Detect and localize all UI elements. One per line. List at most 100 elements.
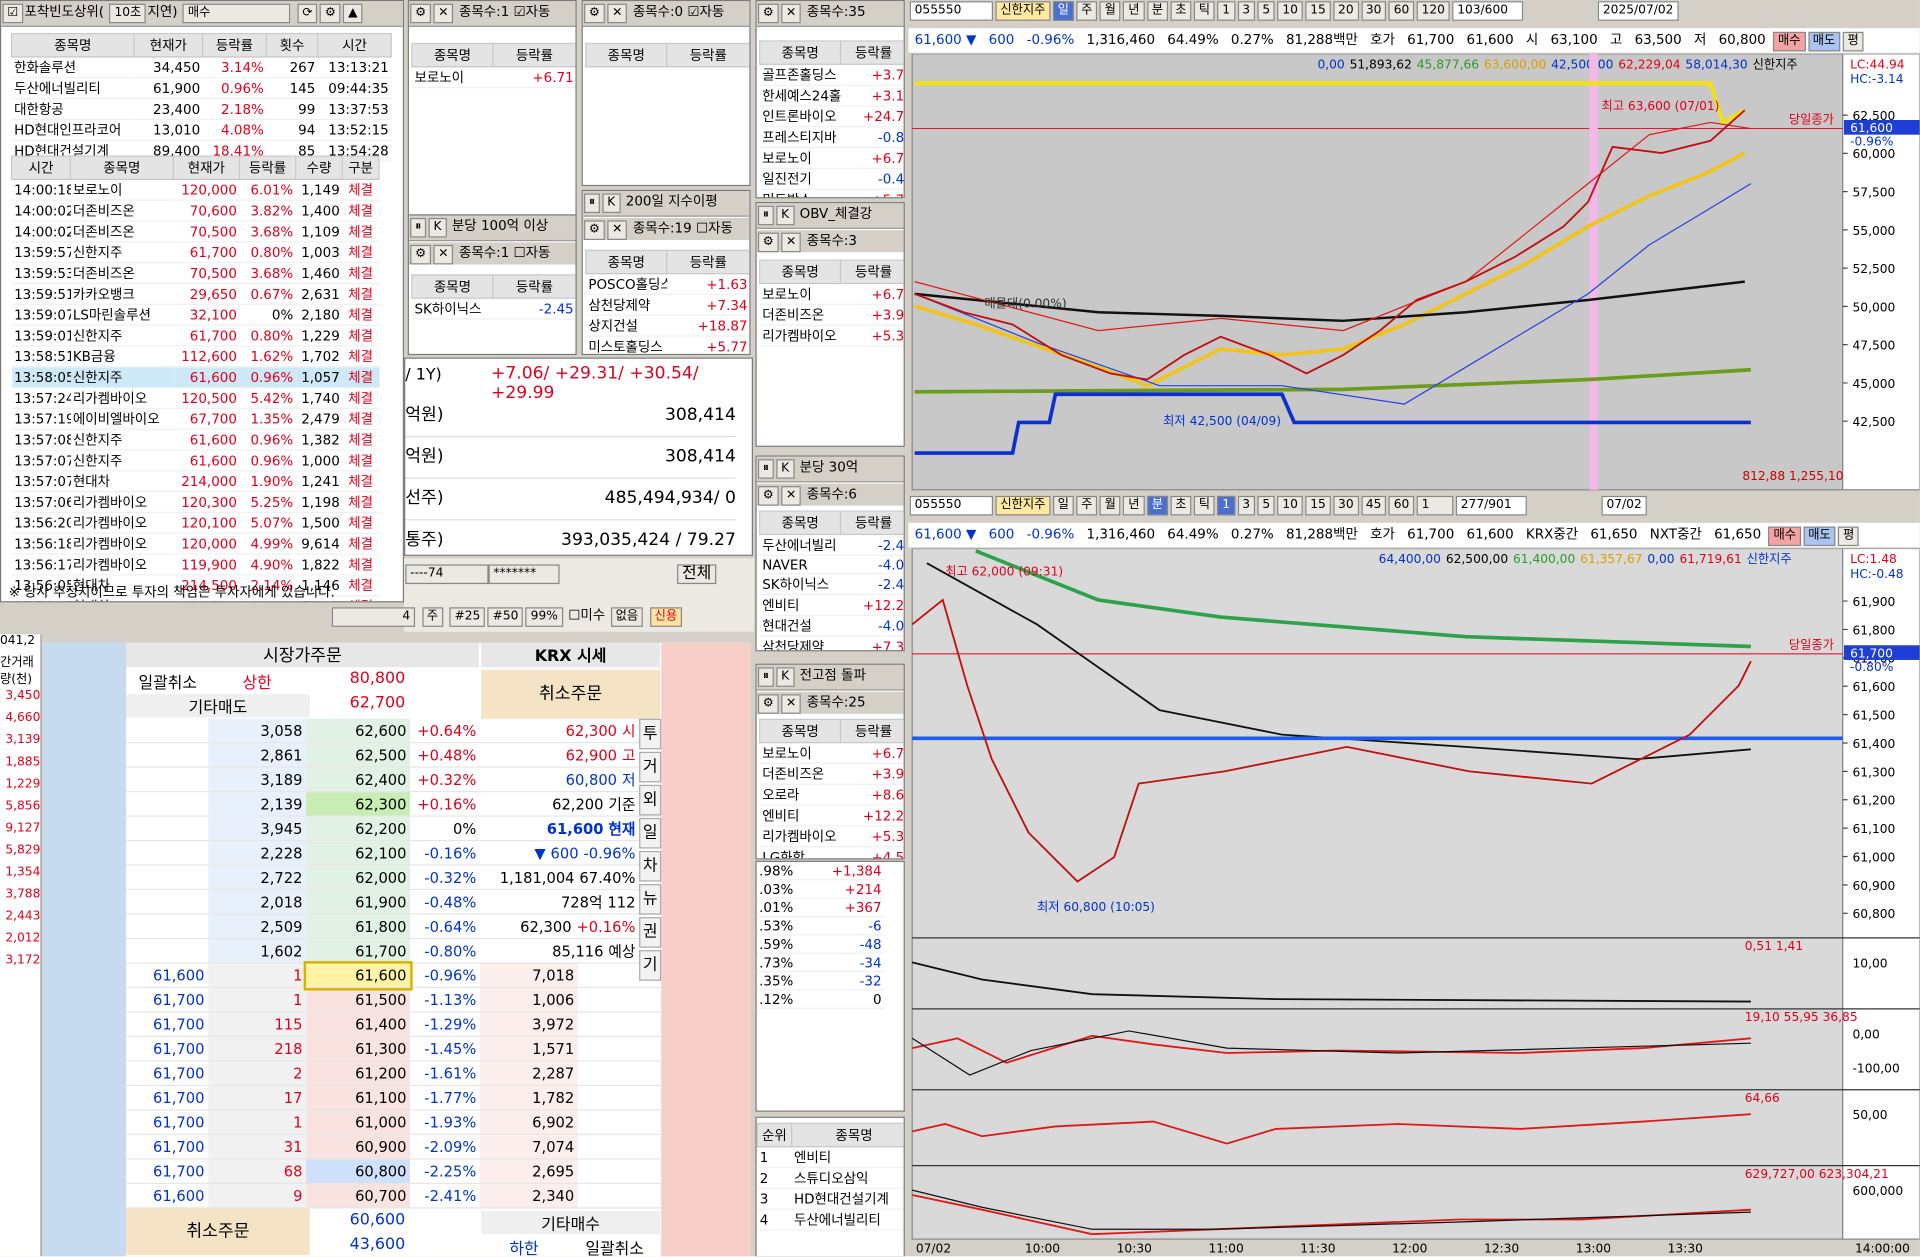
interval[interactable]: 15 xyxy=(1305,1,1331,21)
k[interactable]: K xyxy=(776,459,795,479)
close[interactable]: ✕ xyxy=(433,3,454,24)
period[interactable]: 분 xyxy=(1146,495,1168,516)
market-order[interactable]: 시장가주문 xyxy=(126,642,479,668)
settings[interactable]: ⚙ xyxy=(757,694,779,714)
side-select[interactable]: 매수 xyxy=(183,3,291,24)
side-tab[interactable]: 기 xyxy=(639,950,662,981)
side-tab[interactable]: 권 xyxy=(639,917,662,948)
credit[interactable]: 신용 xyxy=(649,607,683,627)
side-tab[interactable]: 거 xyxy=(639,751,662,783)
trade-button[interactable]: 매수 xyxy=(1773,31,1806,52)
trade-button[interactable]: 매도 xyxy=(1807,31,1841,52)
qty[interactable]: 4 xyxy=(331,607,416,627)
x-tick-label: 11:00 xyxy=(1208,1242,1243,1256)
bottom-cancel-all[interactable]: 일괄취소 xyxy=(585,1240,644,1257)
unit[interactable]: 주 xyxy=(421,607,443,627)
interval[interactable]: 1 xyxy=(1217,495,1235,516)
period[interactable]: 월 xyxy=(1099,495,1121,516)
k[interactable]: K xyxy=(602,193,621,214)
settings[interactable]: ⚙ xyxy=(410,244,431,265)
side-tab[interactable]: 차 xyxy=(639,850,662,882)
period[interactable]: 일 xyxy=(1052,1,1074,21)
all[interactable]: 전체 xyxy=(677,564,717,585)
quote-text: 호가 xyxy=(1370,31,1395,48)
interval[interactable]: 3 xyxy=(1237,1,1255,21)
margin[interactable]: 미수 xyxy=(580,607,606,624)
interval[interactable]: 5 xyxy=(1257,1,1276,21)
settings[interactable]: ⚙ xyxy=(320,3,341,24)
pause[interactable]: ⏸ xyxy=(757,205,774,226)
up[interactable]: ▲ xyxy=(343,3,363,24)
order-button[interactable]: 99% xyxy=(525,607,563,627)
close[interactable]: ✕ xyxy=(607,220,628,240)
other-buy[interactable]: 기타매수 xyxy=(481,1210,660,1235)
interval[interactable]: 10 xyxy=(1277,495,1303,516)
k[interactable]: K xyxy=(428,217,447,238)
interval[interactable]: 10 xyxy=(1277,1,1303,21)
period[interactable]: 주 xyxy=(1076,495,1098,516)
close[interactable]: ✕ xyxy=(781,486,802,506)
none[interactable]: 없음 xyxy=(610,607,644,627)
period[interactable]: 월 xyxy=(1099,1,1121,21)
checkbox[interactable]: ☑ xyxy=(2,3,24,24)
pause[interactable]: ⏸ xyxy=(410,217,427,238)
period[interactable]: 분 xyxy=(1146,1,1168,21)
order-button[interactable]: #50 xyxy=(487,607,524,627)
trade-button[interactable]: 평 xyxy=(1838,526,1860,547)
close[interactable]: ✕ xyxy=(781,694,802,714)
account[interactable]: ----74 xyxy=(405,564,489,585)
interval-select[interactable]: 10초 xyxy=(109,3,147,24)
side-tab[interactable]: 뉴 xyxy=(639,884,662,915)
period[interactable]: 초 xyxy=(1170,495,1192,516)
settings[interactable]: ⚙ xyxy=(757,3,779,24)
trade-button[interactable]: 매수 xyxy=(1768,526,1801,547)
close[interactable]: ✕ xyxy=(433,244,454,265)
bottom-cancel[interactable]: 취소주문 xyxy=(126,1208,310,1256)
interval[interactable]: 60 xyxy=(1388,1,1415,21)
interval[interactable]: 15 xyxy=(1305,495,1331,516)
pause[interactable]: ⏸ xyxy=(757,459,774,479)
cell: 29,650 xyxy=(173,283,240,305)
interval[interactable]: 3 xyxy=(1237,495,1255,516)
interval[interactable]: 60 xyxy=(1388,495,1415,516)
trade-button[interactable]: 매도 xyxy=(1803,526,1836,547)
trade-button[interactable]: 평 xyxy=(1842,31,1864,52)
k[interactable]: K xyxy=(776,667,795,687)
interval[interactable]: 120 xyxy=(1416,1,1450,21)
side-tab[interactable]: 외 xyxy=(639,784,662,816)
interval[interactable]: 30 xyxy=(1360,1,1387,21)
period[interactable]: 주 xyxy=(1076,1,1098,21)
side-tab[interactable]: 일 xyxy=(639,817,662,849)
close[interactable]: ✕ xyxy=(781,3,802,24)
interval[interactable]: 5 xyxy=(1257,495,1276,516)
period: / 1Y) xyxy=(405,366,442,385)
settings[interactable]: ⚙ xyxy=(757,232,779,253)
pause[interactable]: ⏸ xyxy=(584,193,600,214)
settings[interactable]: ⚙ xyxy=(757,486,779,506)
cancel-all[interactable]: 일괄취소 xyxy=(138,674,198,694)
interval[interactable]: 45 xyxy=(1360,495,1387,516)
close[interactable]: ✕ xyxy=(781,232,802,253)
header-row: 종목명 등락률 xyxy=(759,259,904,285)
password[interactable]: ******* xyxy=(488,564,560,585)
pause[interactable]: ⏸ xyxy=(757,667,774,687)
refresh[interactable]: ⟳ xyxy=(297,3,318,24)
side-tab[interactable]: 투 xyxy=(639,718,662,750)
interval[interactable]: 30 xyxy=(1333,495,1359,516)
settings[interactable]: ⚙ xyxy=(584,3,605,24)
close[interactable]: ✕ xyxy=(607,3,628,24)
cancel-order[interactable]: 취소주문 xyxy=(481,669,660,719)
period[interactable]: 년 xyxy=(1123,1,1145,21)
interval[interactable]: 20 xyxy=(1333,1,1359,21)
settings[interactable]: ⚙ xyxy=(410,3,431,24)
interval[interactable]: 1 xyxy=(1217,1,1235,21)
period[interactable]: 일 xyxy=(1052,495,1074,516)
other-sell[interactable]: 기타매도 xyxy=(126,694,310,718)
order-button[interactable]: #25 xyxy=(449,607,486,627)
settings[interactable]: ⚙ xyxy=(584,220,605,240)
period[interactable]: 초 xyxy=(1170,1,1192,21)
period[interactable]: 년 xyxy=(1123,495,1145,516)
k[interactable]: K xyxy=(776,205,795,226)
period[interactable]: 틱 xyxy=(1193,495,1215,516)
period[interactable]: 틱 xyxy=(1193,1,1215,21)
